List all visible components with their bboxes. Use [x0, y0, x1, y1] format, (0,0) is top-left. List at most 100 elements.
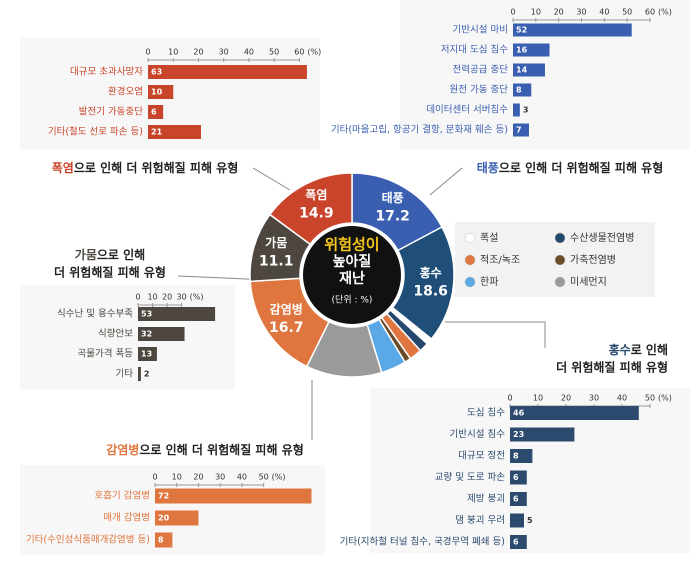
legend-swatch — [554, 254, 566, 266]
title-text: 으로 인해 더 위험해질 피해 유형 — [499, 160, 663, 175]
bar-value: 13 — [141, 350, 152, 359]
leader-lines — [177, 167, 546, 440]
bar-value: 6 — [513, 473, 519, 482]
center-text: 높아질 — [333, 253, 372, 270]
unit-label: (%) — [307, 48, 321, 57]
bar — [513, 43, 550, 57]
bar — [510, 492, 527, 506]
slice-label: 감염병 — [270, 301, 303, 316]
x-tick-label: 10 — [147, 293, 157, 302]
bar — [148, 125, 201, 139]
x-tick-label: 20 — [554, 8, 564, 17]
bar — [513, 103, 520, 117]
panel-title: 태풍으로 인해 더 위험해질 피해 유형 — [477, 160, 664, 175]
title-highlight: 가뭄 — [75, 247, 97, 262]
legend-label: 적조/녹조 — [480, 254, 520, 266]
legend-label: 한파 — [480, 276, 498, 288]
legend-swatch — [464, 276, 476, 288]
x-tick-label: 30 — [589, 394, 599, 403]
bar — [148, 65, 307, 79]
x-tick-label: 20 — [193, 473, 203, 482]
donut-center — [303, 226, 401, 324]
category-label: 호흡기 감염병 — [95, 490, 150, 502]
unit-label: (%) — [658, 8, 672, 17]
unit-label: (%) — [190, 293, 204, 302]
bar-value: 10 — [151, 88, 163, 97]
bar — [155, 488, 312, 504]
bar — [510, 513, 524, 528]
x-tick-label: 60 — [645, 8, 655, 17]
legend-label: 가축전염병 — [570, 254, 616, 266]
bar-value: 8 — [158, 536, 164, 545]
bar-value: 21 — [151, 128, 163, 137]
center-text: 위험성이 — [324, 236, 379, 254]
category-label: 기반시설 침수 — [450, 429, 506, 440]
panel-bg — [20, 465, 325, 555]
slice-value: 16.7 — [269, 320, 304, 336]
category-label: 데이터센터 서버침수 — [426, 105, 508, 116]
title-text: 로 인해 — [631, 342, 668, 357]
bar-value: 72 — [158, 492, 169, 501]
x-tick-label: 50 — [259, 473, 269, 482]
bar-value: 23 — [513, 430, 524, 439]
x-tick-label: 10 — [533, 394, 543, 403]
panel-title: 폭염으로 인해 더 위험해질 피해 유형 — [52, 160, 239, 175]
bar — [513, 123, 529, 137]
bar — [510, 406, 639, 420]
title-highlight: 태풍 — [477, 160, 499, 175]
bar-value: 52 — [516, 26, 527, 35]
bar-value: 8 — [513, 452, 519, 461]
slice-label: 가뭄 — [265, 235, 287, 250]
title-text: 으로 인해 더 위험해질 피해 유형 — [139, 442, 303, 457]
bar — [155, 532, 173, 548]
title-highlight: 홍수 — [609, 342, 631, 357]
bar — [138, 367, 141, 381]
legend-swatch — [464, 254, 476, 266]
x-tick-label: 60 — [294, 48, 304, 57]
bar-value: 63 — [151, 68, 162, 77]
x-tick-label: 0 — [135, 293, 140, 302]
bar-value: 6 — [151, 108, 157, 117]
bar — [510, 535, 527, 549]
x-tick-label: 10 — [172, 473, 182, 482]
bar — [510, 427, 575, 442]
bar-value: 6 — [513, 538, 519, 547]
x-tick-label: 20 — [193, 48, 203, 57]
legend-label: 폭설 — [480, 232, 498, 244]
bar — [155, 510, 199, 526]
slice-label: 폭염 — [305, 187, 327, 202]
x-tick-label: 30 — [177, 293, 187, 302]
x-tick-label: 40 — [237, 473, 247, 482]
x-tick-label: 30 — [219, 48, 229, 57]
category-label: 기타 — [116, 369, 134, 380]
bar-value: 5 — [527, 516, 533, 525]
category-label: 발전기 가동중단 — [79, 107, 143, 118]
bar — [138, 307, 216, 321]
panel-title: 감염병으로 인해 더 위험해질 피해 유형 — [106, 442, 304, 457]
bar — [513, 23, 632, 37]
slice-value: 17.2 — [375, 208, 410, 224]
unit-label: (%) — [272, 473, 286, 482]
panel-title: 홍수로 인해 — [609, 342, 668, 357]
x-tick-label: 20 — [162, 293, 172, 302]
category-label: 도심 침수 — [467, 408, 505, 419]
bar-value: 6 — [513, 495, 519, 504]
donut-slice — [268, 172, 353, 246]
bar-value: 8 — [516, 86, 522, 95]
bar-value: 2 — [144, 370, 150, 379]
category-label: 기반시설 마비 — [453, 25, 508, 36]
category-label: 곡물가격 폭등 — [78, 348, 134, 360]
category-label: 전력공급 중단 — [453, 64, 509, 76]
category-label: 대규모 정전 — [458, 451, 505, 462]
center-text: 재난 — [339, 270, 365, 287]
legend-label: 수산생물전염병 — [570, 232, 634, 244]
slice-label: 홍수 — [420, 265, 442, 280]
legend-label: 미세먼지 — [570, 276, 607, 288]
category-label: 기타(지하철 터널 침수, 국경무역 폐쇄 등) — [340, 536, 505, 548]
slice-label: 태풍 — [382, 190, 404, 205]
x-tick-label: 0 — [152, 473, 157, 482]
bar — [138, 327, 185, 341]
category-label: 기타(마을고립, 항공기 결항, 문화재 훼손 등) — [331, 124, 508, 136]
category-label: 기타(수인성식품매개감염병 등) — [26, 534, 150, 546]
category-label: 매개 감염병 — [103, 512, 150, 524]
